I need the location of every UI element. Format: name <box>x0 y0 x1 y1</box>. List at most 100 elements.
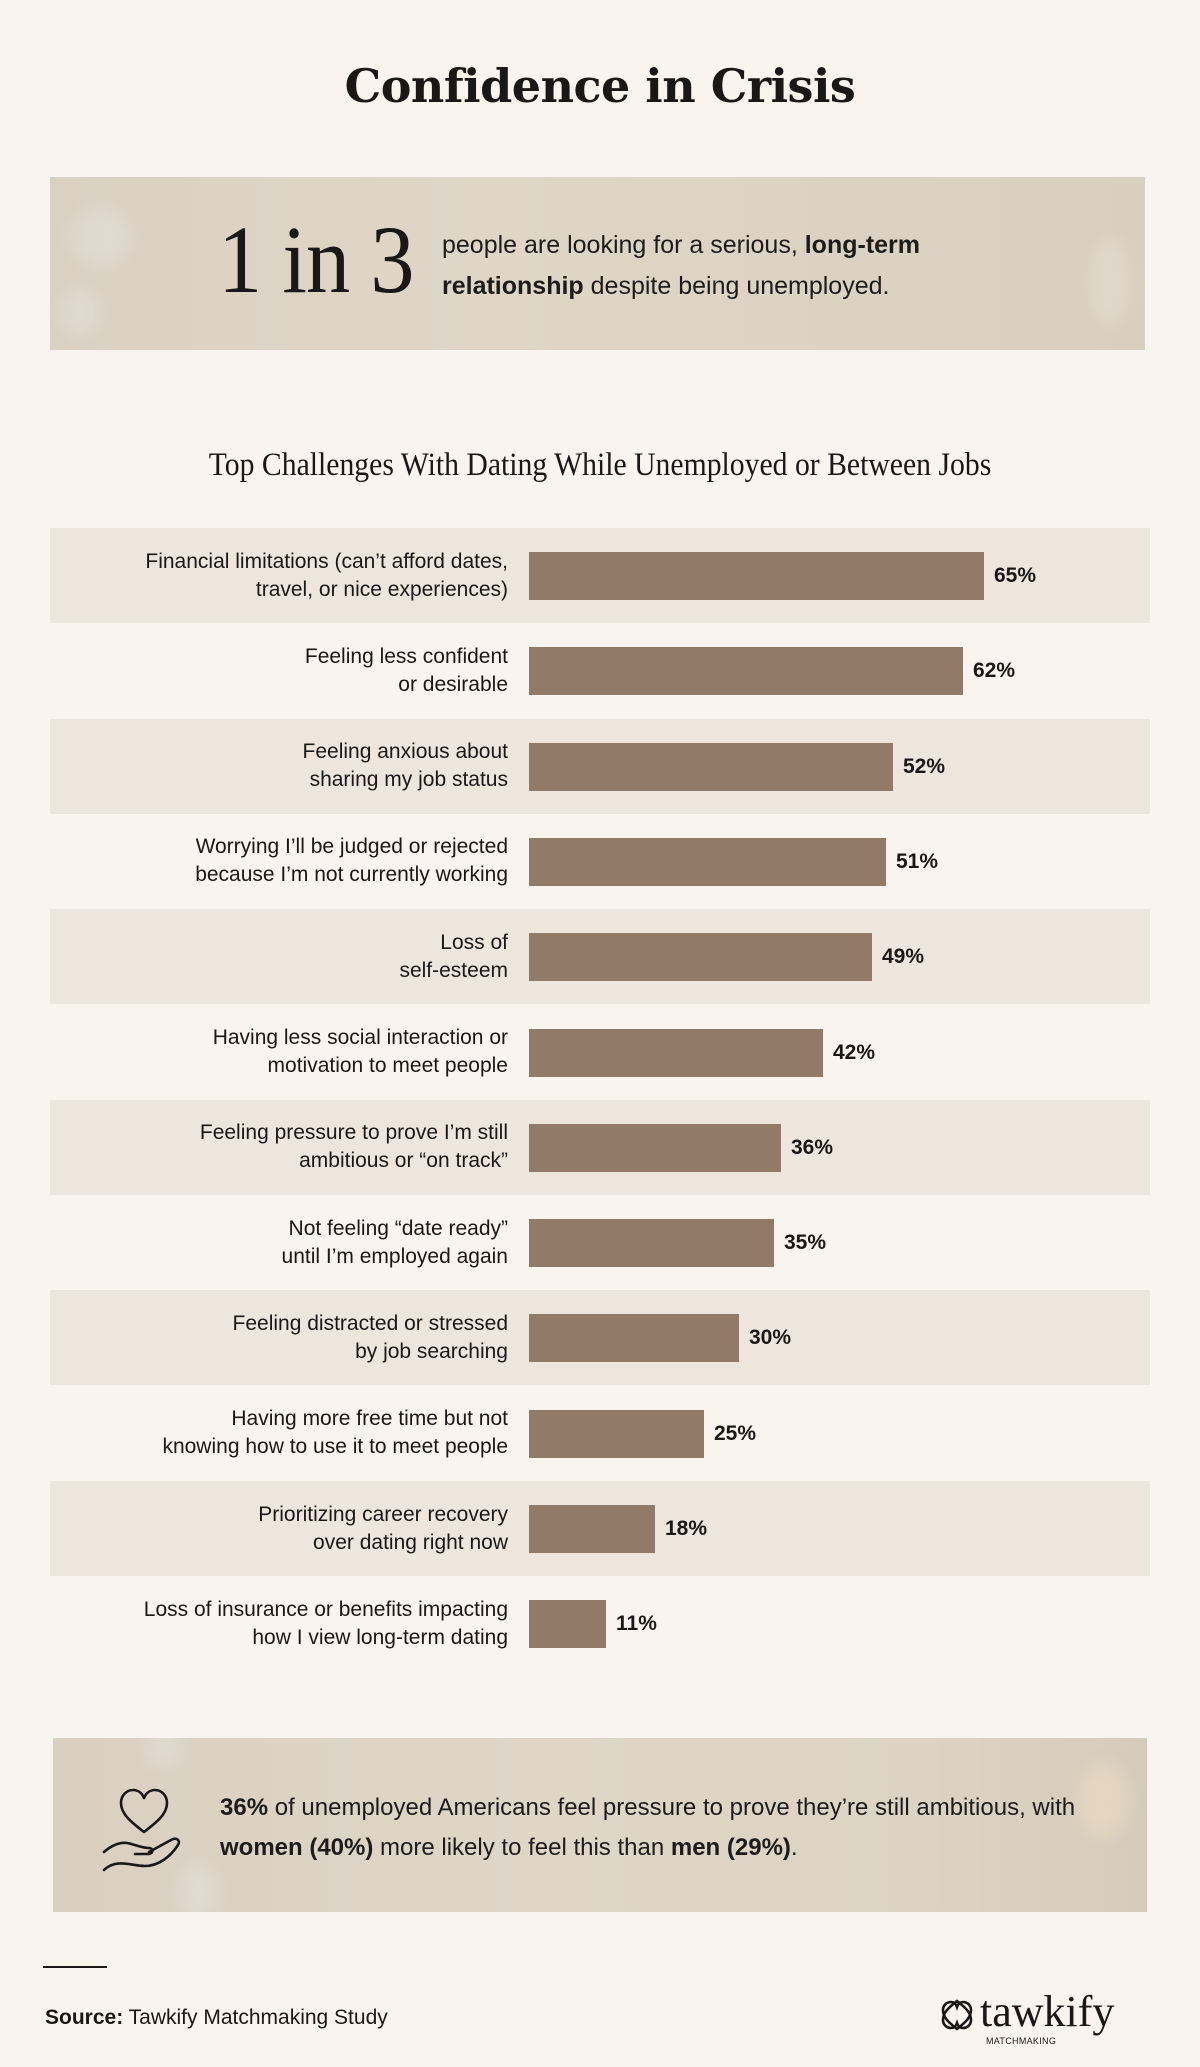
bar-label: Worrying I’ll be judged or rejected becau… <box>38 814 508 909</box>
bar-label-text: Feeling anxious about sharing my job stat… <box>303 738 508 794</box>
bokeh-decoration <box>60 287 100 337</box>
bar-label: Feeling distracted or stressed by job sea… <box>38 1290 508 1385</box>
bar-label-line: until I’m employed again <box>281 1244 508 1268</box>
bar-label-line: Feeling less confident <box>304 644 508 668</box>
chart-row: Feeling less confident or desirable 62% <box>50 623 1150 718</box>
bar-value-label: 30% <box>749 1326 792 1350</box>
chart-row: Feeling anxious about sharing my job stat… <box>50 718 1150 814</box>
bar <box>529 1409 704 1458</box>
callout-text-1: of unemployed Americans feel pressure to… <box>274 1794 1076 1821</box>
bar-label: Having less social interaction or motivat… <box>38 1005 508 1100</box>
bar-label-line: Prioritizing career recovery <box>258 1502 508 1526</box>
bokeh-decoration <box>178 1863 218 1912</box>
callout-bold-1: 36% <box>220 1794 269 1821</box>
bar-label: Feeling pressure to prove I’m still ambit… <box>38 1100 508 1195</box>
bar-value-label: 49% <box>882 945 925 969</box>
bar-label-text: Having more free time but not knowing how… <box>162 1405 508 1461</box>
bar-value-label: 62% <box>973 659 1016 683</box>
bar-value-label: 35% <box>784 1231 827 1255</box>
bokeh-decoration <box>70 207 130 267</box>
bar-label-line: Having less social interaction or <box>212 1026 508 1049</box>
bar <box>529 933 872 982</box>
bar-label-text: Having less social interaction or motivat… <box>213 1024 508 1080</box>
bar-label-line: travel, or nice experiences) <box>255 577 508 601</box>
stat-description: people are looking for a serious, long-t… <box>442 225 1062 307</box>
bar-label-line: Financial limitations (can’t afford date… <box>145 549 508 573</box>
bokeh-decoration <box>1078 1763 1128 1838</box>
tawkify-logo: tawkify MATCHMAKING <box>940 1988 1125 2050</box>
chart-row: Worrying I’ll be judged or rejected becau… <box>50 814 1150 909</box>
chart-title: Top Challenges With Dating While Unemplo… <box>208 447 992 483</box>
source-label: Source: <box>45 2006 124 2029</box>
bar-label: Feeling anxious about sharing my job stat… <box>38 719 508 814</box>
bar-label-line: Loss of insurance or benefits impacting <box>143 1597 508 1621</box>
stat-text-bold-1: long-term <box>804 231 921 259</box>
logo-subtitle: MATCHMAKING <box>986 2036 1057 2046</box>
bar-label-line: sharing my job status <box>309 768 508 792</box>
chart-row: Prioritizing career recovery over dating … <box>50 1481 1150 1576</box>
bar-label-line: Having more free time but not <box>231 1407 508 1431</box>
bar-value-label: 18% <box>665 1517 708 1540</box>
chart-row: Feeling pressure to prove I’m still ambit… <box>50 1099 1150 1195</box>
chart-row: Feeling distracted or stressed by job sea… <box>50 1290 1150 1386</box>
bar-value-label: 51% <box>896 849 939 873</box>
bar-label-text: Loss of insurance or benefits impacting h… <box>144 1596 508 1652</box>
bar-chart: Financial limitations (can’t afford date… <box>50 528 1150 1672</box>
bar <box>529 1600 606 1649</box>
callout-text: 36% of unemployed Americans feel pressur… <box>220 1788 1120 1868</box>
bar <box>529 552 984 600</box>
bar-label-line: or desirable <box>398 672 508 696</box>
big-stat: 1 in 3 <box>218 206 415 313</box>
callout-bold-2: women (40%) <box>220 1834 374 1861</box>
bokeh-decoration <box>143 1738 183 1768</box>
logo-wordmark: tawkify <box>980 1987 1115 2036</box>
bar-label: Loss of self-esteem <box>38 909 508 1004</box>
bar-label: Having more free time but not knowing how… <box>38 1386 508 1481</box>
bar-label-text: Feeling pressure to prove I’m still ambit… <box>200 1119 508 1175</box>
page-title: Confidence in Crisis <box>344 59 856 113</box>
bar-label-line: Not feeling “date ready” <box>288 1216 508 1240</box>
chart-row: Not feeling “date ready” until I’m employ… <box>50 1195 1150 1290</box>
bar-label-line: over dating right now <box>313 1530 508 1554</box>
bar-label-text: Worrying I’ll be judged or rejected becau… <box>195 833 508 889</box>
bar-value-label: 65% <box>994 564 1037 587</box>
bar <box>529 1028 823 1077</box>
bar-label: Loss of insurance or benefits impacting h… <box>38 1576 508 1671</box>
heart-in-hand-icon <box>102 1788 181 1872</box>
bar-label: Financial limitations (can’t afford date… <box>38 528 508 623</box>
callout-box: 36% of unemployed Americans feel pressur… <box>53 1738 1147 1912</box>
bar-label-text: Loss of self-esteem <box>399 929 508 985</box>
bar-label: Prioritizing career recovery over dating … <box>38 1481 508 1576</box>
bar-label-line: self-esteem <box>399 958 508 982</box>
interlocking-hearts-icon <box>941 1999 973 2031</box>
stat-text-2: despite being unemployed. <box>590 272 890 300</box>
bar <box>529 742 893 791</box>
bar-label-line: how I view long-term dating <box>252 1625 508 1649</box>
bar-label-text: Feeling distracted or stressed by job sea… <box>233 1310 508 1366</box>
bar-label: Feeling less confident or desirable <box>38 623 508 718</box>
bar <box>529 1505 655 1553</box>
bar-value-label: 11% <box>616 1612 657 1636</box>
stat-text-1: people are looking for a serious, <box>442 231 798 259</box>
chart-row: Loss of insurance or benefits impacting h… <box>50 1576 1150 1671</box>
bar <box>529 647 963 696</box>
bar-label-line: because I’m not currently working <box>195 863 508 887</box>
bar <box>529 837 886 886</box>
bar <box>529 1314 739 1363</box>
bar-label-line: Loss of <box>440 930 508 954</box>
bokeh-decoration <box>1090 237 1130 327</box>
stat-text-bold-2: relationship <box>442 272 584 300</box>
bar-label: Not feeling “date ready” until I’m employ… <box>38 1195 508 1290</box>
bar-label-line: by job searching <box>355 1339 508 1363</box>
callout-text-2: more likely to feel this than <box>380 1834 665 1861</box>
chart-row: Financial limitations (can’t afford date… <box>50 528 1150 623</box>
chart-row: Having less social interaction or motivat… <box>50 1005 1150 1100</box>
bar <box>529 1219 774 1268</box>
bar-value-label: 52% <box>903 754 946 778</box>
callout-text-3: . <box>790 1834 798 1861</box>
bar-label-text: Financial limitations (can’t afford date… <box>145 548 508 604</box>
bar-label-text: Feeling less confident or desirable <box>305 643 508 699</box>
stat-banner: 1 in 3 people are looking for a serious,… <box>50 177 1145 350</box>
source-note: Source: Tawkify Matchmaking Study <box>45 2004 388 2032</box>
footer-divider <box>43 1966 107 1968</box>
